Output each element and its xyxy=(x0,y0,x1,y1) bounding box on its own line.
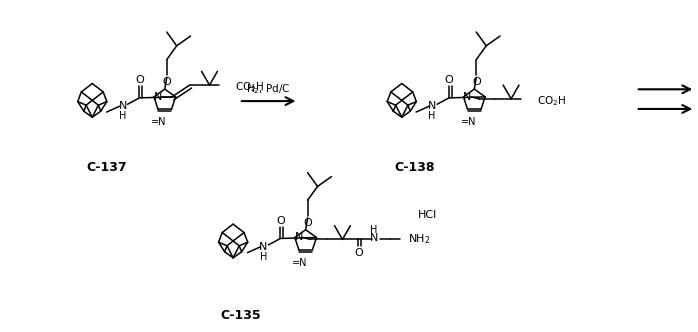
Text: N: N xyxy=(154,92,162,102)
Text: =N: =N xyxy=(292,258,307,268)
Text: N: N xyxy=(259,242,267,252)
Text: H$_2$, Pd/C: H$_2$, Pd/C xyxy=(246,82,291,96)
Text: N: N xyxy=(295,232,303,242)
Text: N: N xyxy=(428,101,436,111)
Text: C-135: C-135 xyxy=(221,309,261,322)
Text: N: N xyxy=(119,101,127,111)
Text: NH$_2$: NH$_2$ xyxy=(408,232,431,246)
Text: CO$_2$H: CO$_2$H xyxy=(537,94,566,108)
Text: C-138: C-138 xyxy=(394,161,435,175)
Text: O: O xyxy=(445,75,454,85)
Text: =N: =N xyxy=(151,117,167,127)
Text: H: H xyxy=(260,252,267,262)
Text: N: N xyxy=(370,233,378,243)
Text: O: O xyxy=(276,216,285,226)
Text: CO$_2$H: CO$_2$H xyxy=(235,80,265,94)
Text: O: O xyxy=(354,248,363,258)
Text: =N: =N xyxy=(461,117,476,127)
Text: O: O xyxy=(135,75,144,85)
Text: HCl: HCl xyxy=(418,210,437,220)
Text: O: O xyxy=(303,218,312,228)
Text: N: N xyxy=(463,92,472,102)
Text: H: H xyxy=(429,111,436,121)
Text: C-137: C-137 xyxy=(87,161,127,175)
Text: H: H xyxy=(119,111,126,121)
Text: O: O xyxy=(163,77,171,87)
Text: O: O xyxy=(472,77,481,87)
Text: H: H xyxy=(371,225,378,235)
